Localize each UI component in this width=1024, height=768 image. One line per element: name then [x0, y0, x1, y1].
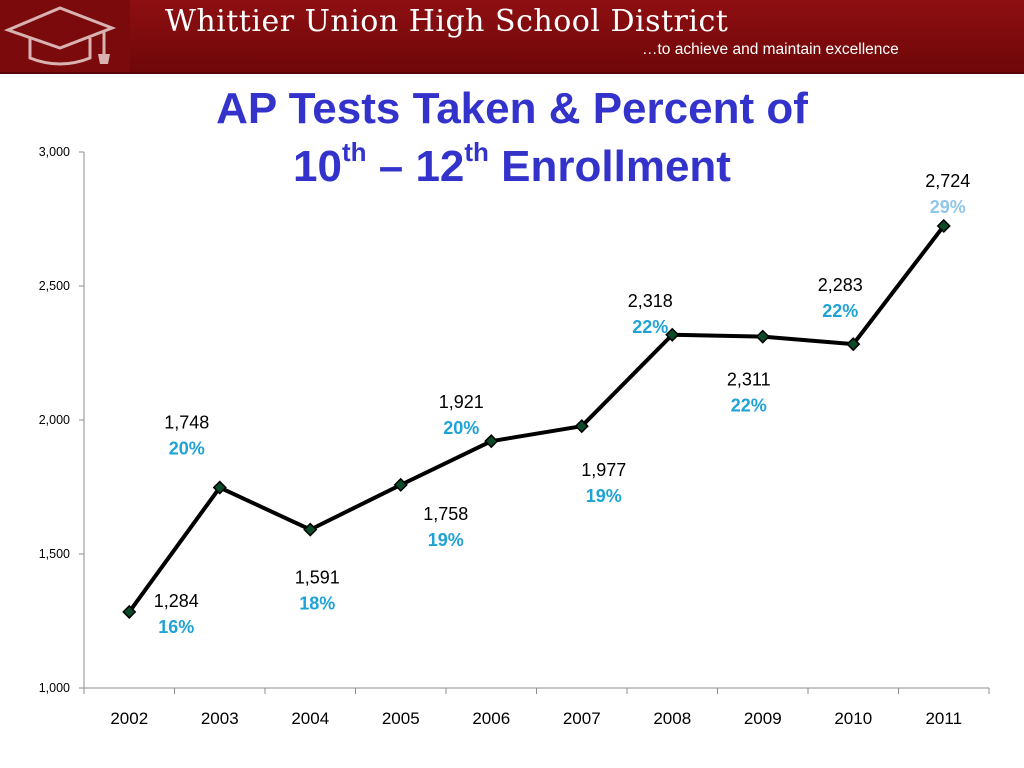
- x-tick-label: 2010: [834, 709, 872, 728]
- header-banner: Whittier Union High School District …to …: [0, 0, 1024, 74]
- data-value-label: 1,591: [295, 568, 340, 588]
- data-point-marker: [665, 327, 680, 342]
- x-tick-label: 2003: [201, 709, 239, 728]
- data-point-marker: [755, 329, 770, 344]
- y-tick-label: 2,500: [39, 279, 70, 293]
- data-value-label: 1,921: [439, 392, 484, 412]
- data-point-marker: [574, 419, 589, 434]
- title-enrollment: Enrollment: [488, 142, 731, 191]
- data-value-label: 1,977: [581, 460, 626, 480]
- data-value-label: 1,748: [164, 413, 209, 433]
- graduation-cap-logo-icon: [0, 0, 130, 72]
- data-value-label: 1,758: [423, 504, 468, 524]
- data-percent-label: 22%: [822, 301, 858, 321]
- chart-title: AP Tests Taken & Percent of 10th – 12th …: [80, 80, 944, 196]
- x-tick-label: 2008: [653, 709, 691, 728]
- data-point-marker: [393, 477, 408, 492]
- title-grade-10: 10: [293, 142, 342, 191]
- data-percent-label: 16%: [158, 617, 194, 637]
- y-tick-label: 3,000: [39, 145, 70, 159]
- x-tick-label: 2004: [291, 709, 329, 728]
- district-tagline: …to achieve and maintain excellence: [642, 41, 899, 58]
- data-percent-label: 20%: [443, 418, 479, 438]
- data-percent-label: 20%: [169, 439, 205, 459]
- chart-title-line2: 10th – 12th Enrollment: [80, 138, 944, 196]
- series-line: [127, 224, 946, 614]
- y-tick-label: 1,000: [39, 681, 70, 695]
- data-value-label: 2,724: [925, 171, 970, 191]
- y-tick-label: 2,000: [39, 413, 70, 427]
- data-value-label: 2,283: [818, 275, 863, 295]
- data-value-label: 2,311: [727, 370, 771, 390]
- title-grade-12: 12: [415, 142, 465, 191]
- data-point-marker: [846, 337, 861, 352]
- x-tick-label: 2005: [382, 709, 420, 728]
- data-percent-label: 19%: [428, 530, 464, 550]
- chart-title-line1: AP Tests Taken & Percent of: [216, 84, 808, 133]
- data-percent-label: 22%: [632, 317, 668, 337]
- data-value-label: 1,284: [154, 591, 199, 611]
- data-percent-label: 19%: [586, 486, 622, 506]
- y-tick-label: 1,500: [39, 547, 70, 561]
- title-grade-12-suffix: th: [464, 137, 489, 168]
- x-tick-label: 2007: [563, 709, 601, 728]
- data-percent-label: 18%: [299, 594, 335, 614]
- x-tick-label: 2002: [110, 709, 148, 728]
- data-point-marker: [303, 522, 318, 537]
- data-point-marker: [936, 218, 951, 234]
- data-value-label: 2,318: [628, 291, 673, 311]
- title-grade-10-suffix: th: [341, 137, 367, 168]
- x-tick-label: 2011: [925, 709, 962, 728]
- data-point-marker: [122, 604, 137, 619]
- x-tick-label: 2009: [744, 709, 782, 728]
- data-percent-label: 22%: [731, 396, 767, 416]
- data-point-marker: [212, 480, 227, 495]
- title-dash: –: [366, 142, 416, 191]
- x-tick-label: 2006: [472, 709, 510, 728]
- district-name: Whittier Union High School District: [165, 4, 729, 39]
- data-point-marker: [484, 434, 499, 449]
- data-percent-label: 29%: [930, 197, 966, 217]
